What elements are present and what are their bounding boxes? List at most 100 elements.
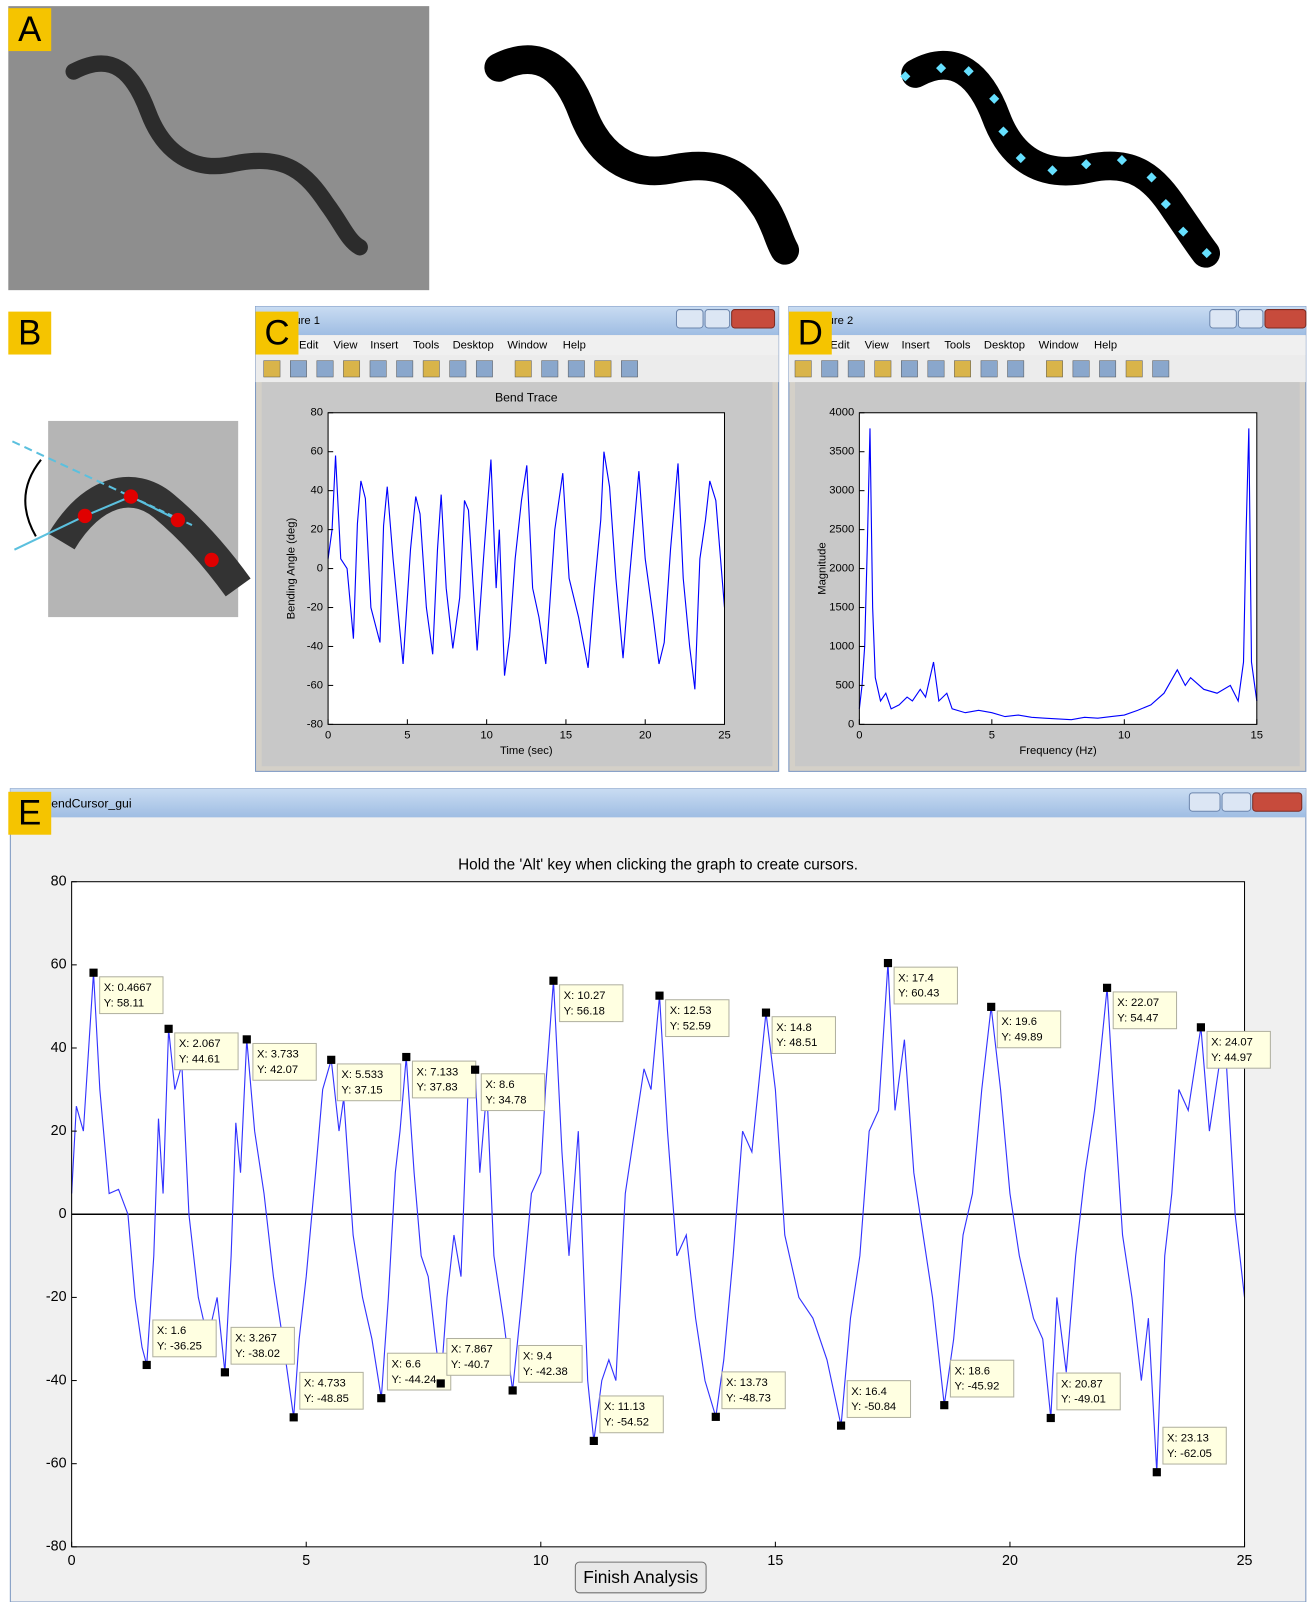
- y-axis-label: Bending Angle (deg): [285, 517, 297, 619]
- toolbar-button[interactable]: [568, 361, 584, 377]
- toolbar-button[interactable]: [542, 361, 558, 377]
- maximize-button[interactable]: [705, 310, 730, 328]
- toolbar-button[interactable]: [397, 361, 413, 377]
- angle-arc: [25, 460, 41, 537]
- close-button[interactable]: [1253, 793, 1302, 811]
- menu-item[interactable]: Tools: [413, 339, 440, 351]
- datatip-y: Y: -42.38: [523, 1366, 568, 1378]
- toolbar-button[interactable]: [423, 361, 439, 377]
- y-tick-label: -20: [46, 1289, 67, 1305]
- toolbar-button[interactable]: [450, 361, 466, 377]
- toolbar-button[interactable]: [981, 361, 997, 377]
- maximize-button[interactable]: [1238, 310, 1263, 328]
- datatip-marker: [89, 969, 97, 977]
- menu-item[interactable]: Edit: [830, 339, 850, 351]
- toolbar-button[interactable]: [515, 361, 531, 377]
- datatip-x: X: 6.6: [392, 1358, 421, 1370]
- toolbar-button[interactable]: [317, 361, 333, 377]
- datatip-marker: [290, 1413, 298, 1421]
- datatip-y: Y: -48.73: [726, 1392, 771, 1404]
- datatip-x: X: 7.133: [417, 1066, 459, 1078]
- menu-item[interactable]: Help: [563, 339, 586, 351]
- datatip-y: Y: 37.15: [341, 1084, 382, 1096]
- x-tick-label: 0: [325, 730, 331, 742]
- datatip-marker: [655, 992, 663, 1000]
- toolbar-button[interactable]: [901, 361, 917, 377]
- datatip-y: Y: 49.89: [1001, 1031, 1042, 1043]
- datatip-y: Y: -49.01: [1061, 1394, 1106, 1406]
- page: {"panel_labels": ["A", "B", "C", "D", "E…: [0, 0, 1308, 1602]
- y-tick-label: 80: [310, 407, 322, 419]
- toolbar-button[interactable]: [1008, 361, 1024, 377]
- minimize-button[interactable]: [1189, 793, 1220, 811]
- menu-item[interactable]: Window: [507, 339, 548, 351]
- toolbar-button[interactable]: [1126, 361, 1142, 377]
- datatip-x: X: 12.53: [670, 1005, 712, 1017]
- toolbar-button[interactable]: [1153, 361, 1169, 377]
- x-tick-label: 20: [1002, 1553, 1018, 1569]
- toolbar-button[interactable]: [476, 361, 492, 377]
- toolbar-button[interactable]: [290, 361, 306, 377]
- menu-item[interactable]: Insert: [370, 339, 399, 351]
- toolbar-button[interactable]: [795, 361, 811, 377]
- datatip-x: X: 22.07: [1117, 997, 1159, 1009]
- toolbar-button[interactable]: [370, 361, 386, 377]
- menu-item[interactable]: Tools: [944, 339, 971, 351]
- menu-item[interactable]: Desktop: [453, 339, 494, 351]
- toolbar-button[interactable]: [848, 361, 864, 377]
- datatip-marker: [437, 1379, 445, 1387]
- datatip-x: X: 8.6: [485, 1079, 514, 1091]
- minimize-button[interactable]: [676, 310, 703, 328]
- x-tick-label: 10: [533, 1553, 549, 1569]
- y-tick-label: -40: [307, 640, 323, 652]
- toolbar-button[interactable]: [1046, 361, 1062, 377]
- toolbar-button[interactable]: [822, 361, 838, 377]
- datatip-x: X: 24.07: [1211, 1037, 1253, 1049]
- datatip-marker: [471, 1066, 479, 1074]
- y-tick-label: 20: [51, 1123, 67, 1139]
- datatip-y: Y: 52.59: [670, 1020, 711, 1032]
- menu-item[interactable]: Edit: [299, 339, 319, 351]
- y-tick-label: -20: [307, 601, 323, 613]
- menu-item[interactable]: View: [865, 339, 890, 351]
- y-tick-label: 2500: [829, 524, 854, 536]
- y-tick-label: 60: [51, 957, 67, 973]
- menu-item[interactable]: Desktop: [984, 339, 1025, 351]
- datatip-marker: [1047, 1414, 1055, 1422]
- plot-area: [859, 413, 1256, 725]
- menu-item[interactable]: Help: [1094, 339, 1117, 351]
- datatip-marker: [165, 1025, 173, 1033]
- datatip-marker: [327, 1056, 335, 1064]
- toolbar-button[interactable]: [875, 361, 891, 377]
- toolbar-button[interactable]: [954, 361, 970, 377]
- menu-item[interactable]: View: [333, 339, 358, 351]
- datatip-marker: [549, 977, 557, 985]
- datatip-y: Y: 58.11: [104, 997, 144, 1009]
- maximize-button[interactable]: [1222, 793, 1251, 811]
- close-button[interactable]: [1265, 310, 1306, 328]
- toolbar-button[interactable]: [1099, 361, 1115, 377]
- plot-area: [328, 413, 724, 725]
- x-tick-label: 15: [767, 1553, 783, 1569]
- toolbar-button[interactable]: [1073, 361, 1089, 377]
- toolbar-button[interactable]: [595, 361, 611, 377]
- toolbar-button[interactable]: [621, 361, 637, 377]
- datatip-x: X: 3.267: [235, 1333, 277, 1345]
- minimize-button[interactable]: [1210, 310, 1237, 328]
- datatip-x: X: 4.733: [304, 1378, 346, 1390]
- x-tick-label: 10: [1118, 730, 1130, 742]
- close-button[interactable]: [732, 310, 775, 328]
- datatip-marker: [509, 1386, 517, 1394]
- datatip-x: X: 5.533: [341, 1069, 383, 1081]
- toolbar-button[interactable]: [928, 361, 944, 377]
- y-tick-label: -60: [307, 679, 323, 691]
- menu-item[interactable]: Window: [1039, 339, 1080, 351]
- y-tick-label: -40: [46, 1372, 67, 1388]
- toolbar-button[interactable]: [264, 361, 280, 377]
- datatip-y: Y: -48.85: [304, 1393, 349, 1405]
- menu-item[interactable]: Insert: [902, 339, 931, 351]
- x-tick-label: 0: [856, 730, 862, 742]
- x-tick-label: 5: [989, 730, 995, 742]
- toolbar-button[interactable]: [343, 361, 359, 377]
- window-title: endCursor_gui: [51, 796, 131, 810]
